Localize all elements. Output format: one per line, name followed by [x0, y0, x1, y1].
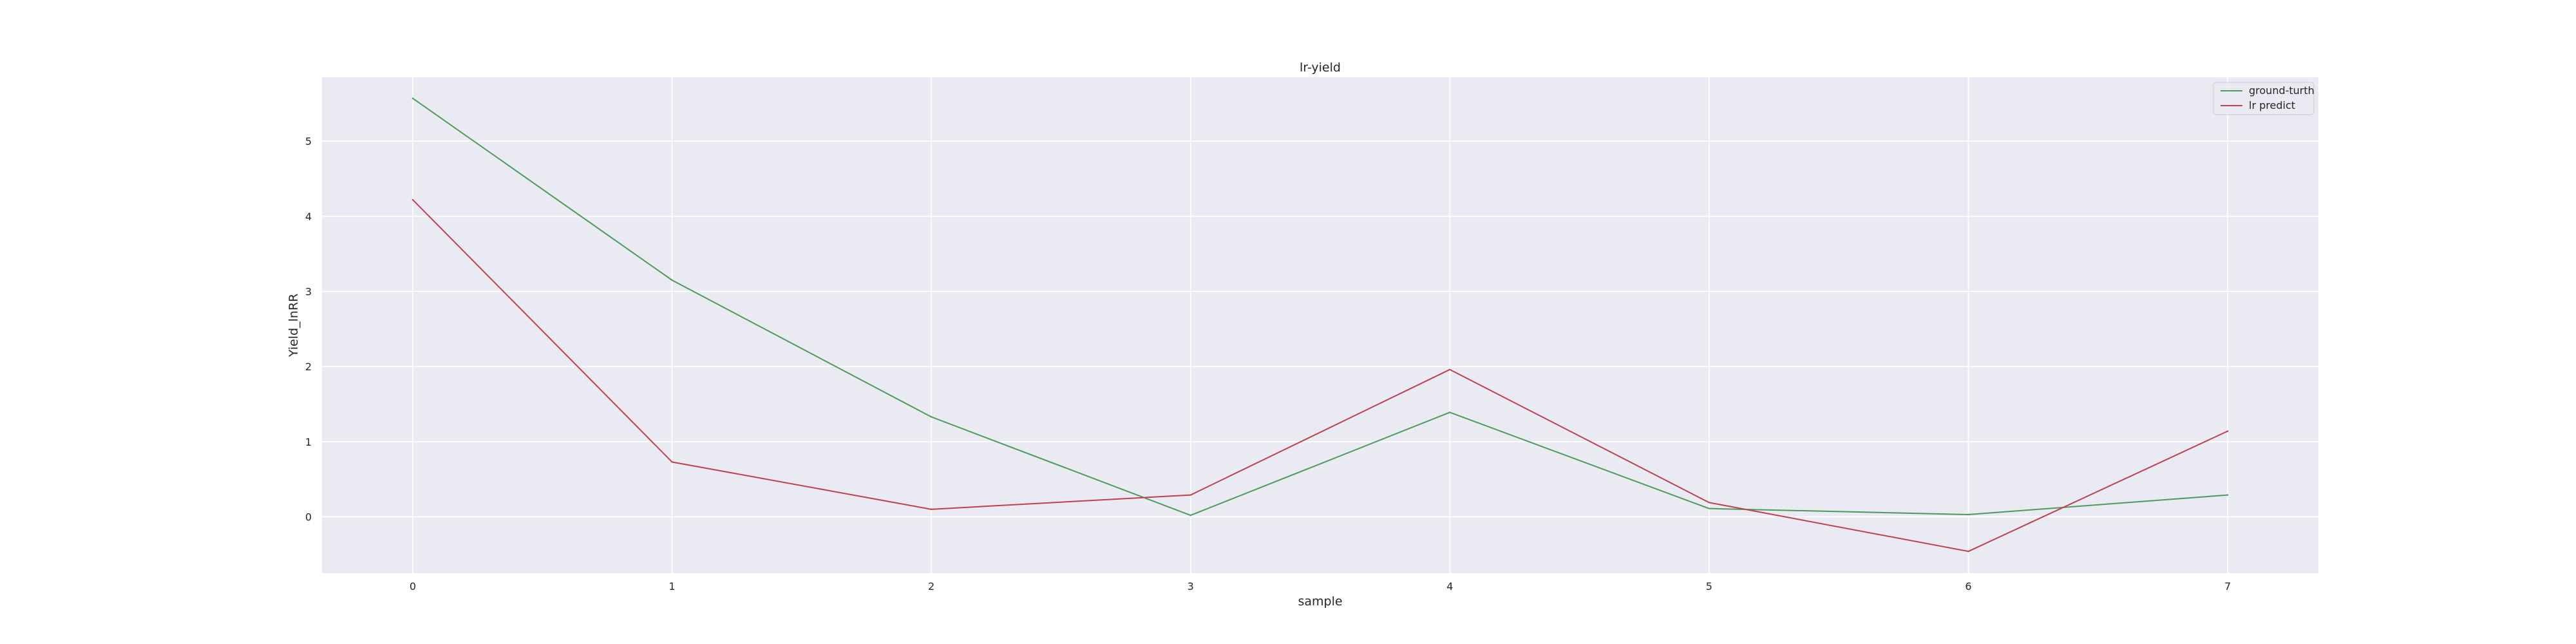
- x-tick-labels: 0 1 2 3 4 5 6 7: [410, 580, 2231, 592]
- x-tick-label: 5: [1706, 580, 1712, 592]
- data-point-lr-predict: [412, 198, 414, 201]
- legend-label-lr-predict: lr predict: [2249, 99, 2295, 111]
- y-axis-label: Yield_lnRR: [287, 294, 301, 357]
- x-tick-label: 3: [1188, 580, 1194, 592]
- y-tick-label: 4: [305, 211, 312, 223]
- grid-lines: [322, 77, 2318, 573]
- series-line-lr-predict: [412, 199, 2229, 553]
- legend-label-ground-turth: ground-turth: [2249, 84, 2315, 97]
- y-tick-labels: 0 1 2 3 4 5: [305, 135, 312, 523]
- data-point-ground-turth: [412, 97, 414, 99]
- x-tick-label: 1: [668, 580, 675, 592]
- data-point-ground-turth: [1708, 507, 1710, 509]
- data-point-lr-predict: [1967, 550, 1969, 553]
- x-tick-label: 0: [410, 580, 416, 592]
- x-tick-label: 6: [1965, 580, 1971, 592]
- legend: ground-turth lr predict: [2213, 82, 2315, 115]
- y-tick-label: 0: [305, 511, 312, 524]
- data-point-ground-turth: [1967, 513, 1969, 516]
- x-tick-label: 7: [2224, 580, 2231, 592]
- series-lines: [412, 97, 2229, 553]
- data-point-lr-predict: [671, 461, 673, 463]
- x-axis-label: sample: [1298, 594, 1342, 609]
- data-point-lr-predict: [930, 508, 933, 511]
- data-point-lr-predict: [2226, 430, 2229, 432]
- data-point-ground-turth: [2226, 494, 2229, 496]
- data-point-ground-turth: [930, 416, 933, 418]
- data-point-ground-turth: [1449, 412, 1451, 413]
- chart-title: lr-yield: [1300, 61, 1341, 75]
- y-tick-label: 3: [305, 286, 312, 298]
- y-tick-label: 1: [305, 436, 312, 448]
- plot-area: [322, 77, 2318, 573]
- data-point-ground-turth: [671, 279, 673, 281]
- data-point-lr-predict: [1708, 502, 1710, 504]
- y-tick-label: 5: [305, 135, 312, 147]
- series-line-ground-turth: [412, 97, 2229, 516]
- x-tick-label: 4: [1446, 580, 1453, 592]
- data-point-ground-turth: [1189, 514, 1191, 516]
- data-point-lr-predict: [1189, 494, 1191, 496]
- data-point-lr-predict: [1449, 368, 1451, 371]
- y-tick-label: 2: [305, 361, 312, 373]
- x-tick-label: 2: [928, 580, 934, 592]
